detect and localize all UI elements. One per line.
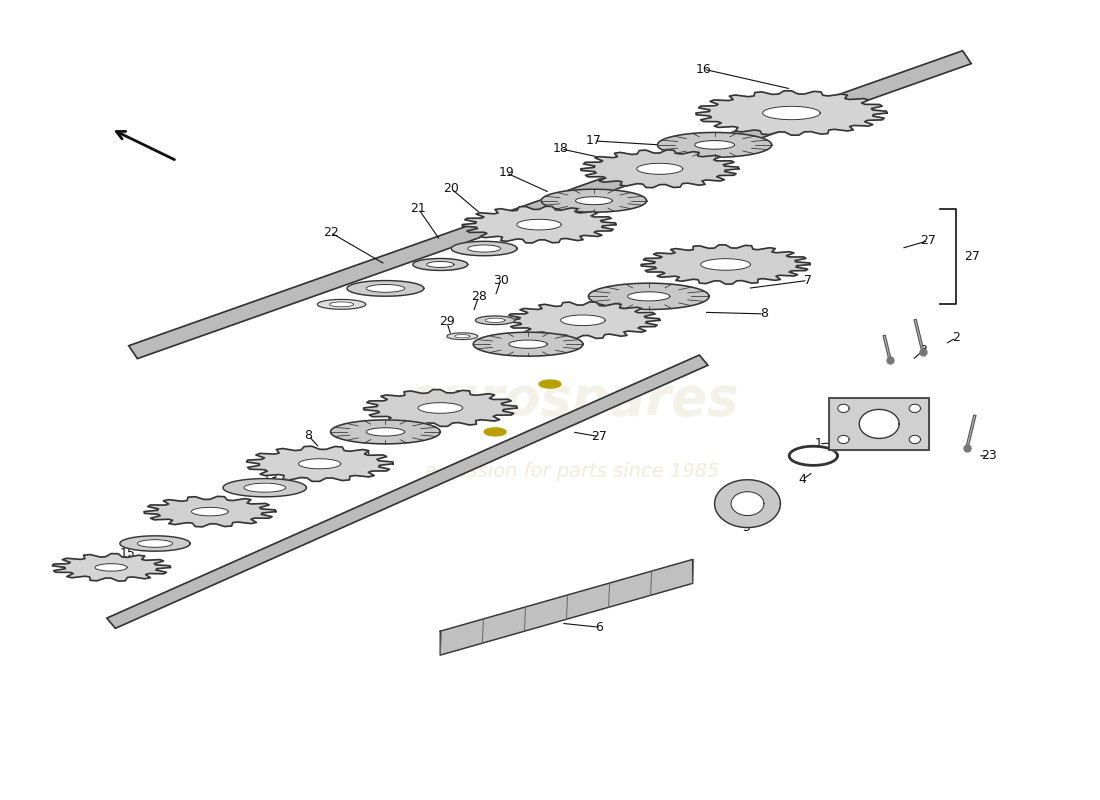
Polygon shape — [95, 564, 128, 571]
Polygon shape — [138, 540, 173, 547]
Text: 9: 9 — [513, 312, 521, 325]
Text: 6: 6 — [595, 621, 603, 634]
Text: 10: 10 — [454, 389, 470, 402]
Polygon shape — [732, 492, 764, 515]
Text: 22: 22 — [322, 226, 339, 239]
Polygon shape — [838, 435, 849, 444]
Text: 18: 18 — [553, 142, 569, 155]
Polygon shape — [346, 281, 424, 296]
Polygon shape — [475, 316, 515, 325]
Text: 21: 21 — [410, 202, 426, 215]
Polygon shape — [129, 50, 971, 358]
Polygon shape — [588, 283, 710, 310]
Polygon shape — [366, 285, 405, 292]
Text: 5: 5 — [744, 521, 751, 534]
Polygon shape — [454, 334, 470, 338]
Polygon shape — [838, 404, 849, 413]
Text: 8: 8 — [305, 430, 312, 442]
Polygon shape — [762, 106, 821, 120]
Polygon shape — [575, 197, 613, 205]
Polygon shape — [909, 435, 921, 444]
Text: 19: 19 — [498, 166, 514, 179]
Polygon shape — [517, 219, 561, 230]
Text: 15: 15 — [120, 546, 135, 559]
Polygon shape — [363, 390, 517, 426]
Polygon shape — [859, 410, 899, 438]
Polygon shape — [246, 446, 393, 482]
Text: 13: 13 — [262, 474, 278, 486]
Polygon shape — [412, 258, 468, 270]
Polygon shape — [318, 299, 365, 310]
Text: 7: 7 — [804, 274, 812, 287]
Text: 11: 11 — [410, 419, 426, 432]
Text: 12: 12 — [355, 450, 372, 462]
Polygon shape — [427, 262, 454, 267]
Text: 2: 2 — [952, 331, 960, 344]
Polygon shape — [696, 91, 887, 135]
Polygon shape — [581, 150, 739, 188]
Text: 14: 14 — [197, 501, 212, 514]
Text: 29: 29 — [439, 315, 454, 328]
Text: 28: 28 — [471, 290, 486, 303]
Polygon shape — [541, 190, 647, 212]
Text: 20: 20 — [443, 182, 459, 195]
Polygon shape — [484, 428, 506, 436]
Polygon shape — [53, 554, 170, 581]
Text: a passion for parts since 1985: a passion for parts since 1985 — [425, 462, 719, 482]
Polygon shape — [628, 292, 670, 301]
Polygon shape — [909, 404, 921, 413]
Bar — [829, 398, 930, 450]
Text: 1: 1 — [815, 438, 823, 450]
Text: 27: 27 — [964, 250, 979, 263]
Text: 27: 27 — [921, 234, 936, 247]
Polygon shape — [485, 318, 505, 322]
Polygon shape — [244, 483, 286, 492]
Text: 8: 8 — [760, 307, 768, 321]
Polygon shape — [144, 497, 276, 527]
Bar — [829, 398, 930, 450]
Polygon shape — [468, 245, 500, 252]
Text: 16: 16 — [695, 62, 712, 76]
Polygon shape — [561, 315, 605, 326]
Polygon shape — [509, 340, 548, 348]
Polygon shape — [331, 420, 440, 444]
Polygon shape — [107, 355, 708, 628]
Text: 27: 27 — [592, 430, 607, 443]
Polygon shape — [701, 258, 750, 270]
Text: eurospares: eurospares — [405, 374, 738, 426]
Polygon shape — [447, 333, 477, 339]
Polygon shape — [637, 163, 683, 174]
Polygon shape — [223, 478, 307, 497]
Polygon shape — [473, 332, 583, 356]
Polygon shape — [366, 428, 405, 436]
Polygon shape — [506, 302, 660, 338]
Polygon shape — [191, 507, 229, 516]
Polygon shape — [120, 536, 190, 551]
Text: 17: 17 — [586, 134, 602, 147]
Text: 3: 3 — [920, 344, 927, 357]
Polygon shape — [658, 133, 771, 158]
Polygon shape — [298, 458, 341, 469]
Text: 4: 4 — [799, 474, 806, 486]
Polygon shape — [440, 559, 693, 655]
Polygon shape — [715, 480, 780, 527]
Polygon shape — [451, 242, 517, 256]
Polygon shape — [539, 380, 561, 388]
Text: 23: 23 — [981, 450, 997, 462]
Polygon shape — [694, 141, 735, 150]
Polygon shape — [418, 402, 463, 414]
Polygon shape — [330, 302, 353, 306]
Text: 30: 30 — [493, 274, 508, 287]
Polygon shape — [462, 206, 616, 243]
Polygon shape — [641, 245, 810, 284]
